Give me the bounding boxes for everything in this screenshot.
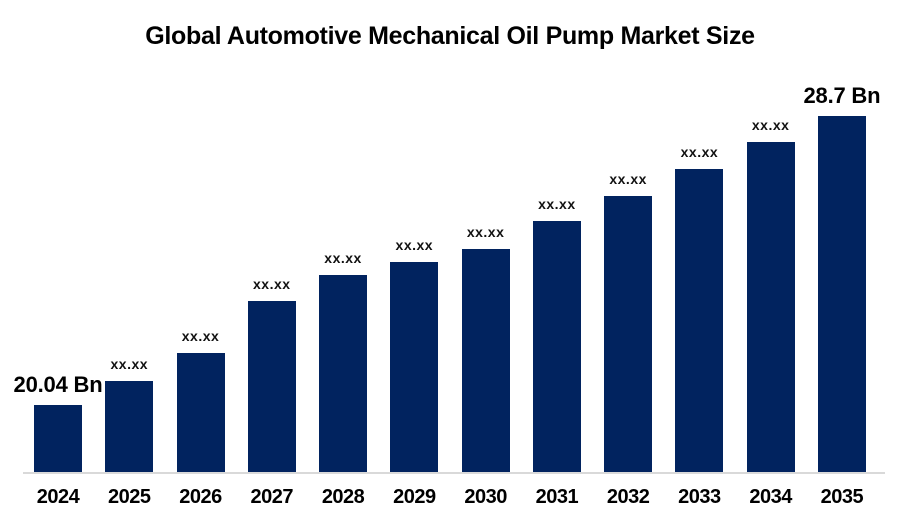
x-label-2028: 2028 bbox=[321, 486, 365, 508]
x-label-2032: 2032 bbox=[606, 486, 650, 508]
x-label-2035: 2035 bbox=[820, 486, 864, 508]
bar-2031: xx.xx bbox=[532, 196, 581, 473]
x-label-2031: 2031 bbox=[535, 486, 579, 508]
bar-2027: xx.xx bbox=[247, 276, 296, 473]
x-label-2033: 2033 bbox=[678, 486, 721, 508]
x-axis-line bbox=[23, 472, 885, 474]
bar-2029: xx.xx bbox=[390, 237, 439, 473]
value-label-2025: xx.xx bbox=[110, 356, 149, 372]
value-label-2035: 28.7 Bn bbox=[803, 83, 881, 108]
x-label-2029: 2029 bbox=[393, 486, 436, 508]
value-label-2027: xx.xx bbox=[253, 276, 291, 292]
chart-title: Global Automotive Mechanical Oil Pump Ma… bbox=[145, 22, 755, 50]
bars-container: 20.04 Bn xx.xx xx.xx xx.xx xx.xx xx.xx xx.xx xx… bbox=[14, 83, 881, 473]
x-label-2027: 2027 bbox=[250, 486, 294, 508]
bar-2033: xx.xx bbox=[675, 144, 724, 473]
bar-2026: xx.xx bbox=[176, 328, 225, 473]
x-axis-labels: 2024 2025 2026 2027 2028 2029 2030 2031 2032 2033… bbox=[34, 486, 866, 509]
value-label-2024: 20.04 Bn bbox=[13, 372, 103, 397]
value-label-2034: xx.xx bbox=[751, 117, 790, 133]
value-label-2031: xx.xx bbox=[538, 196, 576, 212]
bar-2032: xx.xx bbox=[604, 171, 653, 473]
bar-2028: xx.xx bbox=[319, 250, 368, 473]
value-label-2030: xx.xx bbox=[466, 224, 505, 240]
bar-2024: 20.04 Bn bbox=[14, 372, 103, 473]
bar-2030: xx.xx bbox=[461, 224, 510, 473]
value-label-2028: xx.xx bbox=[324, 250, 362, 266]
x-label-2026: 2026 bbox=[179, 486, 222, 508]
x-label-2034: 2034 bbox=[749, 486, 792, 508]
value-label-2029: xx.xx bbox=[395, 237, 434, 253]
x-label-2024: 2024 bbox=[36, 486, 80, 508]
x-label-2030: 2030 bbox=[464, 486, 507, 508]
value-label-2033: xx.xx bbox=[680, 144, 719, 160]
bar-2025: xx.xx bbox=[105, 356, 154, 473]
value-label-2026: xx.xx bbox=[181, 328, 220, 344]
bar-2034: xx.xx bbox=[746, 117, 795, 473]
x-label-2025: 2025 bbox=[108, 486, 151, 508]
bar-2035: 28.7 Bn bbox=[803, 83, 881, 473]
value-label-2032: xx.xx bbox=[609, 171, 647, 187]
